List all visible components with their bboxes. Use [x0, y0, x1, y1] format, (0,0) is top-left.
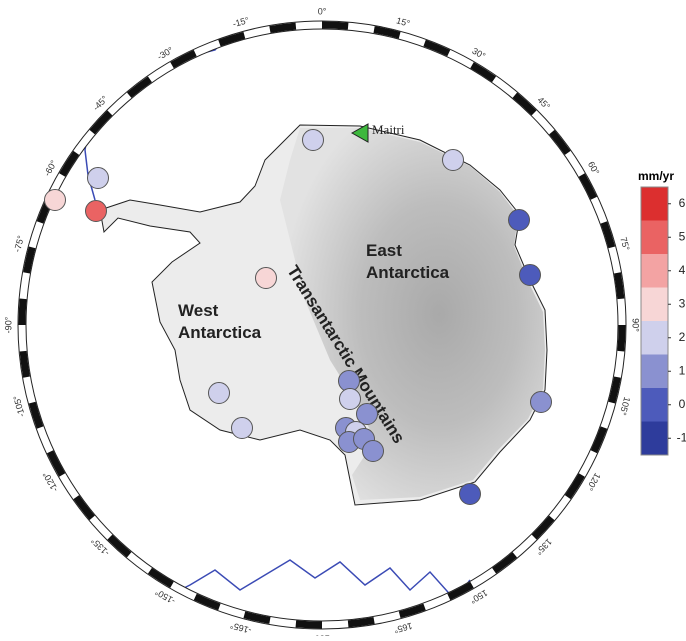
longitude-label: -105°	[11, 394, 26, 418]
longitude-label: 0°	[318, 6, 327, 16]
station	[209, 383, 230, 404]
station	[460, 484, 481, 505]
longitude-label: -150°	[153, 587, 177, 607]
station	[86, 201, 107, 222]
ring-segment	[23, 351, 26, 377]
colorbar-band	[641, 388, 668, 422]
ring-segment	[22, 299, 23, 325]
colorbar-title: mm/yr	[638, 169, 674, 183]
ring-segment	[348, 620, 374, 623]
longitude-label: -135°	[89, 535, 112, 558]
colorbar-band	[641, 355, 668, 389]
longitude-label: -60°	[42, 158, 59, 178]
ring-segment	[296, 624, 322, 625]
station	[531, 392, 552, 413]
station	[363, 441, 384, 462]
region-label-line: Antarctica	[366, 263, 450, 282]
colorbar-band	[641, 422, 668, 456]
longitude-label: -30°	[155, 45, 175, 62]
longitude-label: -165°	[229, 620, 253, 635]
longitude-label: 60°	[586, 160, 602, 177]
region-label-line: Antarctica	[178, 323, 262, 342]
colorbar-band	[641, 321, 668, 355]
station	[303, 130, 324, 151]
longitude-label: 90°	[631, 318, 641, 332]
marker-label: Maitri	[372, 122, 405, 137]
longitude-label: -15°	[232, 15, 251, 29]
colorbar-band	[641, 187, 668, 221]
region-label-line: East	[366, 241, 402, 260]
colorbar-tick-label: 4	[679, 263, 686, 277]
colorbar-tick-label: 6	[679, 196, 686, 210]
region-label-line: West	[178, 301, 219, 320]
ring-segment	[617, 273, 620, 299]
longitude-label: 135°	[533, 537, 554, 558]
colorbar-tick-label: -1	[677, 430, 686, 444]
colorbar-band	[641, 254, 668, 288]
station	[443, 150, 464, 171]
longitude-label: 30°	[470, 46, 487, 62]
colorbar-band	[641, 221, 668, 255]
colorbar-tick-label: 3	[679, 296, 686, 310]
colorbar-tick-label: 2	[679, 330, 686, 344]
colorbar-tick-label: 0	[679, 397, 686, 411]
colorbar: 6 5 4 3 2 1 0 -1	[641, 187, 686, 455]
station	[340, 389, 361, 410]
colorbar-tick-label: 5	[679, 229, 686, 243]
station	[232, 418, 253, 439]
longitude-label: 15°	[395, 15, 411, 28]
longitude-label: -90°	[3, 316, 13, 333]
colorbar-band	[641, 288, 668, 322]
station	[509, 210, 530, 231]
station	[357, 404, 378, 425]
ring-segment	[270, 26, 296, 29]
longitude-label: 105°	[618, 396, 633, 417]
station	[256, 268, 277, 289]
station	[45, 190, 66, 211]
ring-segment	[322, 25, 348, 26]
longitude-label: 165°	[393, 621, 414, 636]
station	[88, 168, 109, 189]
longitude-label: 45°	[535, 95, 552, 112]
longitude-label: 75°	[618, 236, 631, 252]
colorbar-tick-label: 1	[679, 363, 686, 377]
longitude-label: -75°	[12, 234, 26, 253]
map: 0°15°30°45°60°75°90°105°120°135°150°165°…	[0, 0, 686, 636]
ring-segment	[621, 325, 622, 351]
station	[520, 265, 541, 286]
